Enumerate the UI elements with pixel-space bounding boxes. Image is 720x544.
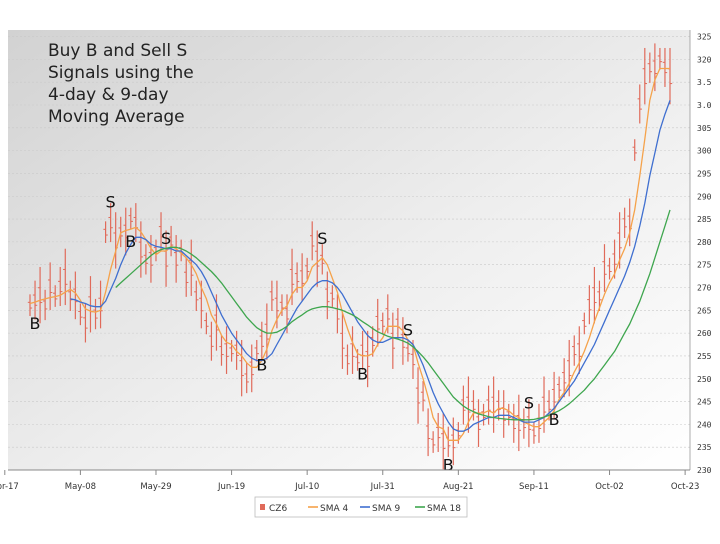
y-tick-label: 255 [697, 352, 712, 361]
y-tick-label: 280 [697, 238, 712, 247]
y-tick-label: 325 [697, 33, 712, 42]
x-tick-label: May-08 [65, 482, 96, 492]
series-line-sma9 [70, 100, 671, 432]
buy-signal-label: B [357, 364, 368, 383]
buy-signal-label: B [30, 314, 41, 333]
buy-signal-label: B [443, 456, 454, 475]
x-tick-label: Sep-11 [519, 482, 549, 492]
x-tick-label: Oct-02 [595, 482, 624, 492]
y-tick-label: 250 [697, 375, 712, 384]
series-line-sma4 [29, 67, 670, 441]
legend-swatch [260, 504, 265, 510]
y-tick-label: 265 [697, 306, 712, 315]
y-tick-label: 235 [697, 443, 712, 452]
legend: CZ6 SMA 4 SMA 9 SMA 18 [254, 496, 468, 518]
y-tick-label: 285 [697, 215, 712, 224]
x-tick-label: Oct-23 [671, 482, 700, 492]
y-tick-label: 320 [697, 55, 712, 64]
y-tick-label: 3.0 [697, 101, 712, 110]
x-tick-label: Jul-31 [370, 482, 395, 492]
y-tick-label: 295 [697, 169, 712, 178]
x-axis: Apr-17 May-08 May-29 Jun-19 Jul-10 Jul-31 Aug-… [0, 469, 700, 492]
legend-label: SMA 4 [320, 504, 348, 514]
y-tick-label: 230 [697, 466, 712, 475]
legend-label: CZ6 [269, 504, 287, 514]
y-tick-label: 3.5 [697, 78, 712, 87]
title-line: Buy B and Sell S [48, 41, 188, 61]
y-tick-label: 240 [697, 420, 712, 429]
x-tick-label: Aug-21 [443, 482, 473, 492]
buy-signal-label: B [125, 232, 136, 251]
legend-label: SMA 18 [427, 504, 461, 514]
y-axis: 325 320 3.5 3.0 305 300 295 290 285 280 275 270 265 2… [689, 30, 712, 475]
x-tick-label: Jul-10 [294, 482, 319, 492]
x-tick-label: Apr-17 [0, 482, 19, 492]
buy-signal-label: B [256, 355, 267, 374]
sell-signal-label: S [524, 393, 534, 412]
x-tick-label: Jun-19 [217, 482, 245, 492]
y-tick-label: 245 [697, 398, 712, 407]
chart-title: Buy B and Sell S Signals using the 4-day… [48, 40, 268, 128]
title-line: Signals using the [48, 63, 194, 83]
y-tick-label: 260 [697, 329, 712, 338]
title-line: Moving Average [48, 107, 185, 127]
x-tick-label: May-29 [140, 482, 171, 492]
y-tick-label: 300 [697, 147, 712, 156]
y-tick-label: 275 [697, 261, 712, 270]
price-bars [27, 43, 673, 470]
sell-signal-label: S [317, 229, 327, 248]
y-tick-label: 290 [697, 192, 712, 201]
legend-label: SMA 9 [372, 504, 400, 514]
title-line: 4-day & 9-day [48, 85, 169, 105]
sell-signal-label: S [403, 320, 413, 339]
sell-signal-label: S [106, 193, 116, 212]
series-line-sma18 [115, 209, 671, 421]
y-tick-label: 270 [697, 284, 712, 293]
y-tick-label: 305 [697, 124, 712, 133]
sell-signal-label: S [161, 229, 171, 248]
moving-average-lines [29, 67, 671, 441]
buy-signal-label: B [549, 410, 560, 429]
